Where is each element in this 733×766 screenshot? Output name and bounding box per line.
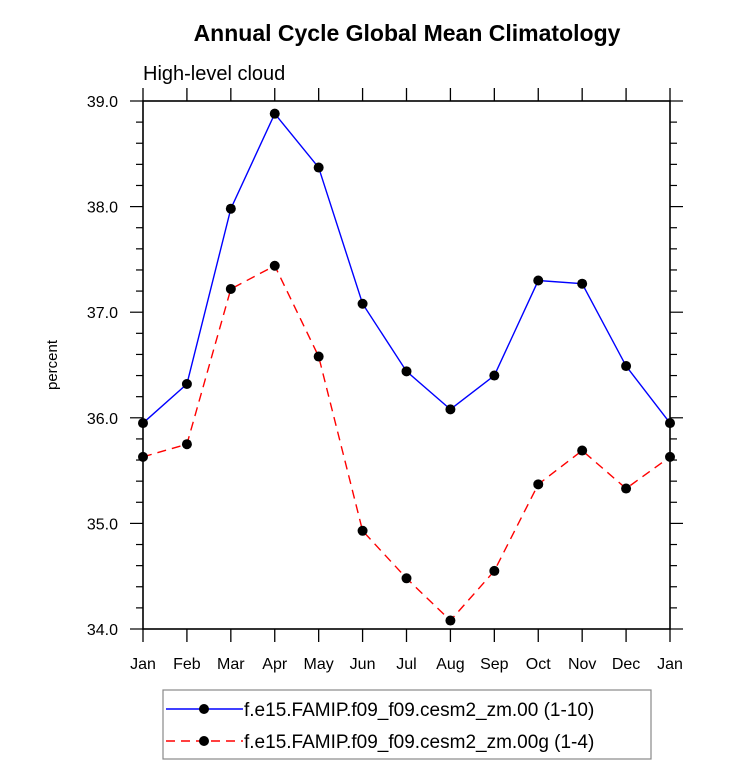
data-point [577,278,588,289]
legend-label: f.e15.FAMIP.f09_f09.cesm2_zm.00g (1-4) [244,732,594,753]
data-point [489,565,500,576]
axis-ticks [130,88,683,642]
series-line [142,112,671,424]
legend: f.e15.FAMIP.f09_f09.cesm2_zm.00 (1-10) f.… [162,689,652,760]
data-point [269,260,280,271]
data-point [357,298,368,309]
data-point [489,370,500,381]
data-point [269,108,280,119]
plot-frame [142,100,671,630]
data-point [225,283,236,294]
legend-label: f.e15.FAMIP.f09_f09.cesm2_zm.00 (1-10) [244,700,594,721]
x-tick-label: May [304,656,334,673]
x-tick-label: Dec [612,656,640,673]
series-line [142,264,671,622]
y-axis-label: percent [44,339,61,390]
data-point [181,439,192,450]
series-2 [138,260,675,626]
x-tick-label: Sep [480,656,509,673]
y-tick-label: 37.0 [87,305,118,322]
data-point [445,615,456,626]
series-layer [138,108,675,626]
x-tick-label: Apr [262,656,288,673]
x-tick-label: Oct [526,656,551,673]
data-point [621,483,632,494]
y-tick-label: 38.0 [87,200,118,217]
legend-box [162,689,652,760]
data-point [313,162,324,173]
data-point [621,361,632,372]
x-tick-label: Nov [568,656,596,673]
x-tick-label: Jan [130,656,156,673]
data-point [533,275,544,286]
legend-marker [199,736,209,746]
data-point [445,404,456,415]
legend-entry: f.e15.FAMIP.f09_f09.cesm2_zm.00 (1-10) [166,700,594,721]
chart-title: Annual Cycle Global Mean Climatology [194,20,621,46]
y-tick-label: 36.0 [87,411,118,428]
data-point [181,379,192,390]
data-point [225,203,236,214]
legend-marker [199,704,209,714]
x-tick-label: Jul [396,656,416,673]
data-point [313,351,324,362]
x-tick-label: Feb [173,656,201,673]
y-tick-labels: 34.0 35.0 36.0 37.0 38.0 39.0 [87,94,118,639]
y-tick-label: 34.0 [87,622,118,639]
x-tick-label: Jan [657,656,683,673]
data-point [401,573,412,584]
data-point [533,479,544,490]
chart-subtitle: High-level cloud [143,63,285,85]
data-point [577,445,588,456]
x-tick-label: Mar [217,656,245,673]
x-tick-label: Jun [350,656,376,673]
series-1 [138,108,675,429]
legend-entry: f.e15.FAMIP.f09_f09.cesm2_zm.00g (1-4) [166,732,594,753]
y-tick-label: 39.0 [87,94,118,111]
y-tick-label: 35.0 [87,516,118,533]
data-point [357,525,368,536]
x-tick-label: Aug [436,656,464,673]
x-tick-labels: Jan Feb Mar Apr May Jun Jul Aug Sep Oct Nov Dec Jan [130,656,683,673]
data-point [401,366,412,377]
